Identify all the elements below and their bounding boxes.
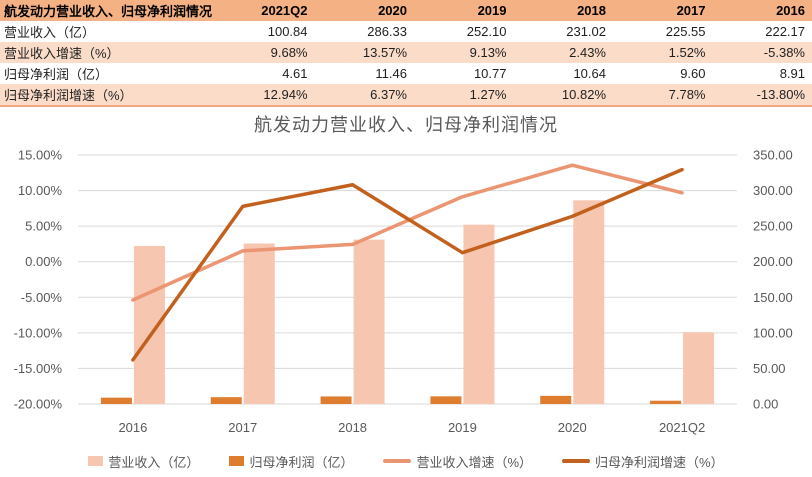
metric-label-cell: 营业收入（亿） [4,25,96,40]
right-axis-tick-label: 150.00 [753,290,793,305]
left-axis-tick-label: -5.00% [21,290,63,305]
legend-item: 归母净利润（亿） [229,452,353,471]
legend-bar-swatch-icon [88,456,104,466]
value-cell: 10.82% [513,84,613,107]
value-cell: 252.10 [466,24,507,39]
value-cell: 11.46 [375,66,407,81]
left-axis-tick-label: 5.00% [25,219,62,234]
left-axis-tick-label: 15.00% [18,148,63,163]
revenue-bar [353,239,385,404]
x-axis-category-label: 2016 [118,420,147,435]
financial-summary-table: 航发动力营业收入、归母净利润情况 2021Q2 2020 2019 2018 2017 20… [0,0,812,107]
metric-label-cell: 归母净利润增速（%） [0,84,215,107]
revenue-bar [133,245,165,404]
year-column-header: 2018 [513,0,613,21]
table-header-row: 航发动力营业收入、归母净利润情况 2021Q2 2020 2019 2018 2017 20… [0,0,812,21]
chart-title: 航发动力营业收入、归母净利润情况 [254,115,558,135]
table-row: 归母净利润增速（%） 12.94% 6.37% 1.27% 10.82% 7.78% -13… [0,84,812,107]
x-axis-category-label: 2020 [558,420,587,435]
left-axis-tick-label: 0.00% [25,254,62,269]
value-cell: 12.94% [215,84,315,107]
net-profit-bar [430,396,462,404]
right-axis-tick-label: 0.00 [753,397,778,412]
x-axis-category-label: 2017 [228,420,257,435]
legend-line-swatch-icon [562,459,591,463]
legend-label: 营业收入（亿） [108,454,200,470]
combo-chart: 15.00% 10.00% 5.00% 0.00% -5.00% -10.00% -15.0… [14,148,793,436]
net-profit-bar [320,396,352,404]
year-column-header: 2020 [314,0,414,21]
legend-label: 营业收入增速（%） [416,454,533,470]
table-row: 营业收入（亿） 100.84 286.33 252.10 231.02 225.55 222… [0,21,812,42]
table-row: 营业收入增速（%） 9.68% 13.57% 9.13% 2.43% 1.52% -5.38… [0,42,812,63]
right-axis-tick-label: 250.00 [753,219,793,234]
net-profit-bar [210,397,242,404]
value-cell: -5.38% [712,42,812,63]
revenue-bar [243,243,275,404]
metric-label-cell: 归母净利润（亿） [4,67,109,82]
legend-label: 归母净利润（亿） [249,454,354,470]
x-axis-category-label: 2019 [448,420,477,435]
value-cell: 10.64 [573,66,606,81]
value-cell: 2.43% [513,42,613,63]
value-cell: -13.80% [712,84,812,107]
value-cell: 7.78% [613,84,713,107]
value-cell: 1.27% [414,84,514,107]
legend-bar-swatch-icon [229,456,245,466]
net-profit-bar [540,395,572,404]
value-cell: 225.55 [665,24,706,39]
x-axis-category-label: 2018 [338,420,367,435]
right-axis-tick-label: 200.00 [753,254,793,269]
year-column-header: 2019 [414,0,514,21]
value-cell: 10.77 [473,66,507,81]
value-cell: 6.37% [314,84,414,107]
left-axis-tick-label: -10.00% [14,325,63,340]
right-axis-tick-label: 50.00 [753,361,786,376]
net-profit-bar [650,400,682,404]
left-axis-tick-label: -20.00% [14,397,63,412]
right-axis-tick-label: 350.00 [753,148,793,163]
year-column-header: 2021Q2 [215,0,315,21]
revenue-bar [573,200,605,404]
legend-item: 归母净利润增速（%） [562,452,724,471]
legend-item: 营业收入（亿） [88,452,199,471]
value-cell: 1.52% [613,42,713,63]
value-cell: 9.68% [215,42,315,63]
value-cell: 9.60 [680,66,706,81]
table-row: 归母净利润（亿） 4.61 11.46 10.77 10.64 9.60 8.91 [0,63,812,84]
legend-item: 营业收入增速（%） [383,452,532,471]
right-axis-tick-label: 300.00 [753,183,793,198]
revenue-bar [683,332,715,404]
chart-legend: 营业收入（亿） 归母净利润（亿） 营业收入增速（%） 归母净利润增速（%） [0,449,812,473]
year-column-header: 2016 [712,0,812,21]
table-title-header: 航发动力营业收入、归母净利润情况 [0,0,215,21]
value-cell: 222.17 [765,24,805,39]
year-column-header: 2017 [613,0,713,21]
net-profit-growth-line [131,167,684,362]
x-axis-category-label: 2021Q2 [659,420,705,435]
left-axis-tick-label: 10.00% [18,183,63,198]
net-profit-bar [100,397,132,404]
value-cell: 231.02 [566,24,606,39]
right-axis-tick-label: 100.00 [753,325,793,340]
value-cell: 13.57% [314,42,414,63]
value-cell: 8.91 [779,66,805,81]
left-axis-tick-label: -15.00% [14,361,63,376]
value-cell: 9.13% [414,42,514,63]
legend-label: 归母净利润增速（%） [595,454,724,470]
revenue-bar [463,224,495,404]
value-cell: 4.61 [282,66,308,81]
value-cell: 286.33 [367,24,407,39]
value-cell: 100.84 [267,24,308,39]
legend-line-swatch-icon [383,459,412,463]
metric-label-cell: 营业收入增速（%） [0,42,215,63]
